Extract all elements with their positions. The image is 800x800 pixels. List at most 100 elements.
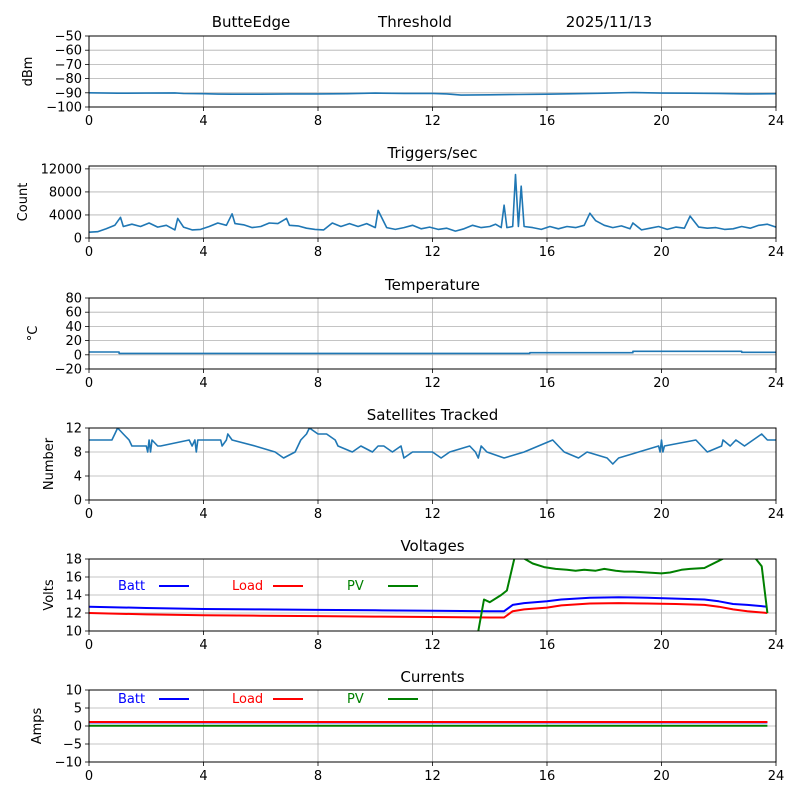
y-tick-label: 80: [65, 292, 82, 307]
x-tick-label: 8: [314, 376, 322, 391]
series-line-pv: [477, 559, 769, 631]
y-tick-label: −10: [55, 756, 82, 771]
y-tick-label: 8000: [49, 185, 82, 200]
y-tick-label: 40: [65, 320, 82, 335]
x-tick-label: 24: [768, 769, 785, 784]
y-tick-label: 0: [74, 720, 82, 735]
x-tick-label: 8: [314, 638, 322, 653]
legend-label-batt: Batt: [118, 579, 145, 594]
y-tick-label: −80: [55, 72, 82, 87]
panel-title: Satellites Tracked: [367, 406, 498, 424]
panel-satellites: 0 4 8 12 16 20 24 0 4 8 12 Satellites Tracked Number: [42, 406, 784, 522]
series-line-threshold: [89, 91, 776, 96]
x-tick-label: 4: [199, 376, 207, 391]
legend-label-load: Load: [232, 579, 263, 594]
x-tick-label: 0: [85, 769, 93, 784]
x-tick-label: 8: [314, 507, 322, 522]
x-tick-label: 20: [653, 376, 670, 391]
y-tick-label: 4: [74, 470, 82, 485]
y-tick-label: 0: [74, 494, 82, 509]
y-tick-label: 18: [65, 553, 82, 568]
x-tick-label: 4: [199, 638, 207, 653]
series-line-satellites: [89, 428, 776, 465]
legend-label-load: Load: [232, 692, 263, 707]
x-tick-label: 16: [539, 769, 556, 784]
x-tick-label: 8: [314, 245, 322, 260]
x-tick-label: 12: [424, 638, 441, 653]
x-tick-label: 20: [653, 507, 670, 522]
y-tick-label: 16: [65, 571, 82, 586]
x-tick-label: 16: [539, 114, 556, 129]
y-tick-label: −70: [55, 58, 82, 73]
panel-threshold: 0 4 8 12 16 20 24 −100−90−80−70−60−50 dBm: [21, 30, 784, 130]
y-tick-label: 12: [65, 422, 82, 437]
x-tick-label: 16: [539, 638, 556, 653]
legend-label-pv: PV: [347, 692, 364, 707]
x-tick-label: 12: [424, 114, 441, 129]
y-tick-label: 0: [74, 232, 82, 247]
y-tick-label: −20: [55, 363, 82, 378]
x-tick-label: 20: [653, 638, 670, 653]
x-tick-label: 16: [539, 507, 556, 522]
series-line-triggers: [89, 173, 776, 233]
x-tick-label: 12: [424, 245, 441, 260]
panel-voltages: 0 4 8 12 16 20 24 10 12 14 16 18 Voltages Volts Batt Lo…: [42, 537, 784, 653]
y-tick-label: −5: [63, 738, 82, 753]
x-tick-label: 4: [199, 769, 207, 784]
y-tick-label: 10: [65, 684, 82, 699]
legend-label-pv: PV: [347, 579, 364, 594]
x-tick-label: 24: [768, 245, 785, 260]
y-tick-label: 12: [65, 607, 82, 622]
x-tick-label: 8: [314, 114, 322, 129]
y-tick-label: 5: [74, 702, 82, 717]
panel-triggers: 0 4 8 12 16 20 24 0 4000 8000 12000 Triggers/sec Cou…: [16, 144, 784, 260]
y-tick-label: 14: [65, 589, 82, 604]
legend-label-batt: Batt: [118, 692, 145, 707]
x-tick-label: 24: [768, 507, 785, 522]
x-tick-label: 0: [85, 245, 93, 260]
x-tick-label: 12: [424, 376, 441, 391]
header-station: ButteEdge: [212, 13, 291, 31]
y-axis-label: dBm: [21, 57, 36, 87]
y-tick-label: −50: [55, 30, 82, 45]
y-tick-label: 12000: [41, 162, 82, 177]
x-tick-label: 4: [199, 114, 207, 129]
x-tick-label: 20: [653, 769, 670, 784]
x-tick-label: 12: [424, 507, 441, 522]
y-tick-label: −100: [46, 101, 82, 116]
y-tick-label: 4000: [49, 208, 82, 223]
x-tick-label: 12: [424, 769, 441, 784]
y-axis-label: °C: [26, 326, 41, 342]
y-tick-label: 8: [74, 446, 82, 461]
x-tick-label: 16: [539, 376, 556, 391]
x-tick-label: 20: [653, 245, 670, 260]
y-axis-label: Count: [16, 183, 31, 222]
x-tick-label: 0: [85, 376, 93, 391]
y-axis-label: Number: [42, 437, 57, 490]
series-line-load: [89, 602, 768, 619]
y-tick-label: 10: [65, 625, 82, 640]
series-line-batt: [89, 596, 768, 613]
y-tick-label: 60: [65, 306, 82, 321]
x-tick-label: 8: [314, 769, 322, 784]
x-tick-label: 0: [85, 638, 93, 653]
y-tick-label: −60: [55, 44, 82, 59]
x-tick-label: 4: [199, 507, 207, 522]
x-tick-label: 4: [199, 245, 207, 260]
y-tick-label: 20: [65, 334, 82, 349]
y-axis-label: Amps: [30, 707, 45, 744]
x-tick-label: 16: [539, 245, 556, 260]
x-tick-label: 24: [768, 114, 785, 129]
x-tick-label: 0: [85, 114, 93, 129]
x-tick-label: 0: [85, 507, 93, 522]
x-tick-label: 20: [653, 114, 670, 129]
y-tick-label: 0: [74, 348, 82, 363]
y-tick-label: −90: [55, 86, 82, 101]
header-date: 2025/11/13: [566, 13, 652, 31]
panel-currents: 0 4 8 12 16 20 24 −10 −5 0 5 10 Currents Amps Batt Load…: [30, 668, 784, 784]
header-mode: Threshold: [377, 13, 452, 31]
panel-title: Voltages: [400, 537, 464, 555]
y-axis-label: Volts: [42, 579, 57, 611]
x-tick-label: 24: [768, 376, 785, 391]
